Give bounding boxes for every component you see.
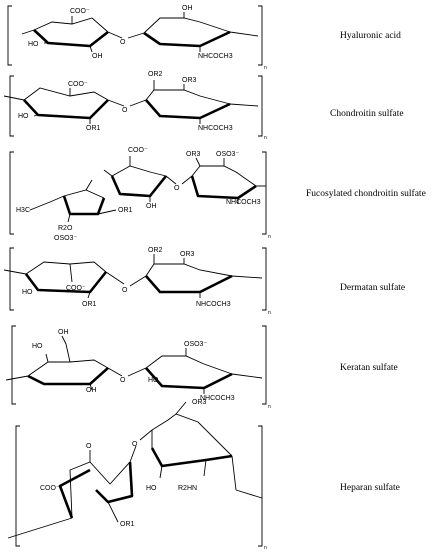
label: OR1: [120, 521, 135, 528]
label: COO⁻: [68, 81, 88, 88]
label: OR3: [180, 251, 195, 258]
fucosylated-chondroitin-sulfate-structure: n O COO⁻ OR3 OSO3⁻ H3C OH OR1 R2O OSO3⁻ …: [9, 147, 426, 242]
label: HO: [32, 343, 43, 350]
label: R2HN: [178, 485, 197, 492]
label: OR1: [82, 301, 97, 308]
label: OR3: [182, 77, 197, 84]
compound-name: Chondroitin sulfate: [330, 108, 404, 119]
repeat-subscript: n: [268, 404, 271, 410]
repeat-subscript: n: [264, 135, 267, 141]
label: NHCOCH3: [196, 301, 231, 308]
label: OH: [146, 203, 157, 210]
label: NHCOCH3: [200, 395, 235, 402]
label: H3C: [16, 207, 30, 214]
compound-name: Fucosylated chondroitin sulfate: [306, 188, 426, 199]
label: HO: [18, 113, 29, 120]
repeat-subscript: n: [268, 310, 271, 316]
label: OH: [58, 329, 69, 336]
svg-text:O: O: [132, 441, 138, 448]
label: COO⁻: [40, 485, 60, 492]
repeat-subscript: n: [264, 65, 267, 71]
compound-name: Dermatan sulfate: [340, 282, 405, 293]
keratan-sulfate-structure: n O OH HO OSO3⁻ HO OH NHCOCH3 Keratan su…: [5, 325, 398, 410]
svg-text:O: O: [120, 39, 126, 46]
compound-name: Keratan sulfate: [340, 362, 398, 373]
svg-text:O: O: [122, 107, 128, 114]
svg-text:O: O: [174, 185, 180, 192]
label: R2O: [58, 225, 73, 232]
label: NHCOCH3: [198, 53, 233, 60]
bracket-left: [15, 425, 20, 547]
bracket-left: [9, 75, 14, 137]
svg-text:O: O: [122, 287, 128, 294]
label: OSO3⁻: [54, 235, 77, 242]
bracket-right: [258, 75, 263, 137]
label: OR3: [192, 399, 207, 406]
label: COO⁻: [128, 147, 148, 154]
bracket-left: [7, 5, 12, 66]
label: OSO3⁻: [216, 151, 239, 158]
compound-name: Heparan sulfate: [340, 482, 400, 493]
bracket-left: [11, 325, 16, 405]
label: OR3: [186, 151, 201, 158]
repeat-subscript: n: [264, 545, 267, 550]
svg-text:O: O: [120, 377, 126, 384]
repeat-subscript: n: [268, 234, 271, 240]
label: O: [86, 443, 92, 450]
label: OR1: [86, 125, 101, 132]
label: COO⁻: [70, 8, 90, 15]
bracket-left: [9, 151, 14, 235]
bracket-right: [258, 425, 263, 547]
label: OH: [182, 5, 193, 12]
bracket-right: [262, 151, 267, 235]
compound-name: Hyaluronic acid: [340, 31, 401, 41]
label: HO: [22, 289, 33, 296]
label: NHCOCH3: [198, 125, 233, 132]
label: OH: [86, 387, 97, 394]
label: OR1: [118, 207, 133, 214]
label: OSO3⁻: [184, 341, 207, 348]
label: HO: [146, 485, 157, 492]
label: COO⁻: [66, 285, 86, 292]
dermatan-sulfate-structure: n O OR2 OR3 COO⁻ HO OR1 NHCOCH3 Dermatan…: [3, 247, 405, 316]
label: NHCOCH3: [226, 199, 261, 206]
label: OR2: [148, 247, 163, 254]
bracket-right: [262, 247, 267, 311]
label: OH: [92, 53, 103, 60]
label: OR2: [148, 71, 163, 78]
bracket-left: [9, 247, 14, 311]
hyaluronic-acid-structure: n O COO⁻ OH HO OH NHCOCH3 Hyaluronic aci…: [7, 5, 401, 71]
heparan-sulfate-structure: n O OR3 O COO⁻ HO R2HN OR1 Heparan sulfa…: [7, 399, 400, 551]
chondroitin-sulfate-structure: n O OR2 COO⁻ OR3 HO OR1 NHCOCH3 Chondroi…: [3, 71, 404, 141]
bracket-right: [258, 5, 263, 66]
label: HO: [28, 41, 39, 48]
label: HO: [148, 377, 159, 384]
bracket-right: [262, 325, 267, 405]
